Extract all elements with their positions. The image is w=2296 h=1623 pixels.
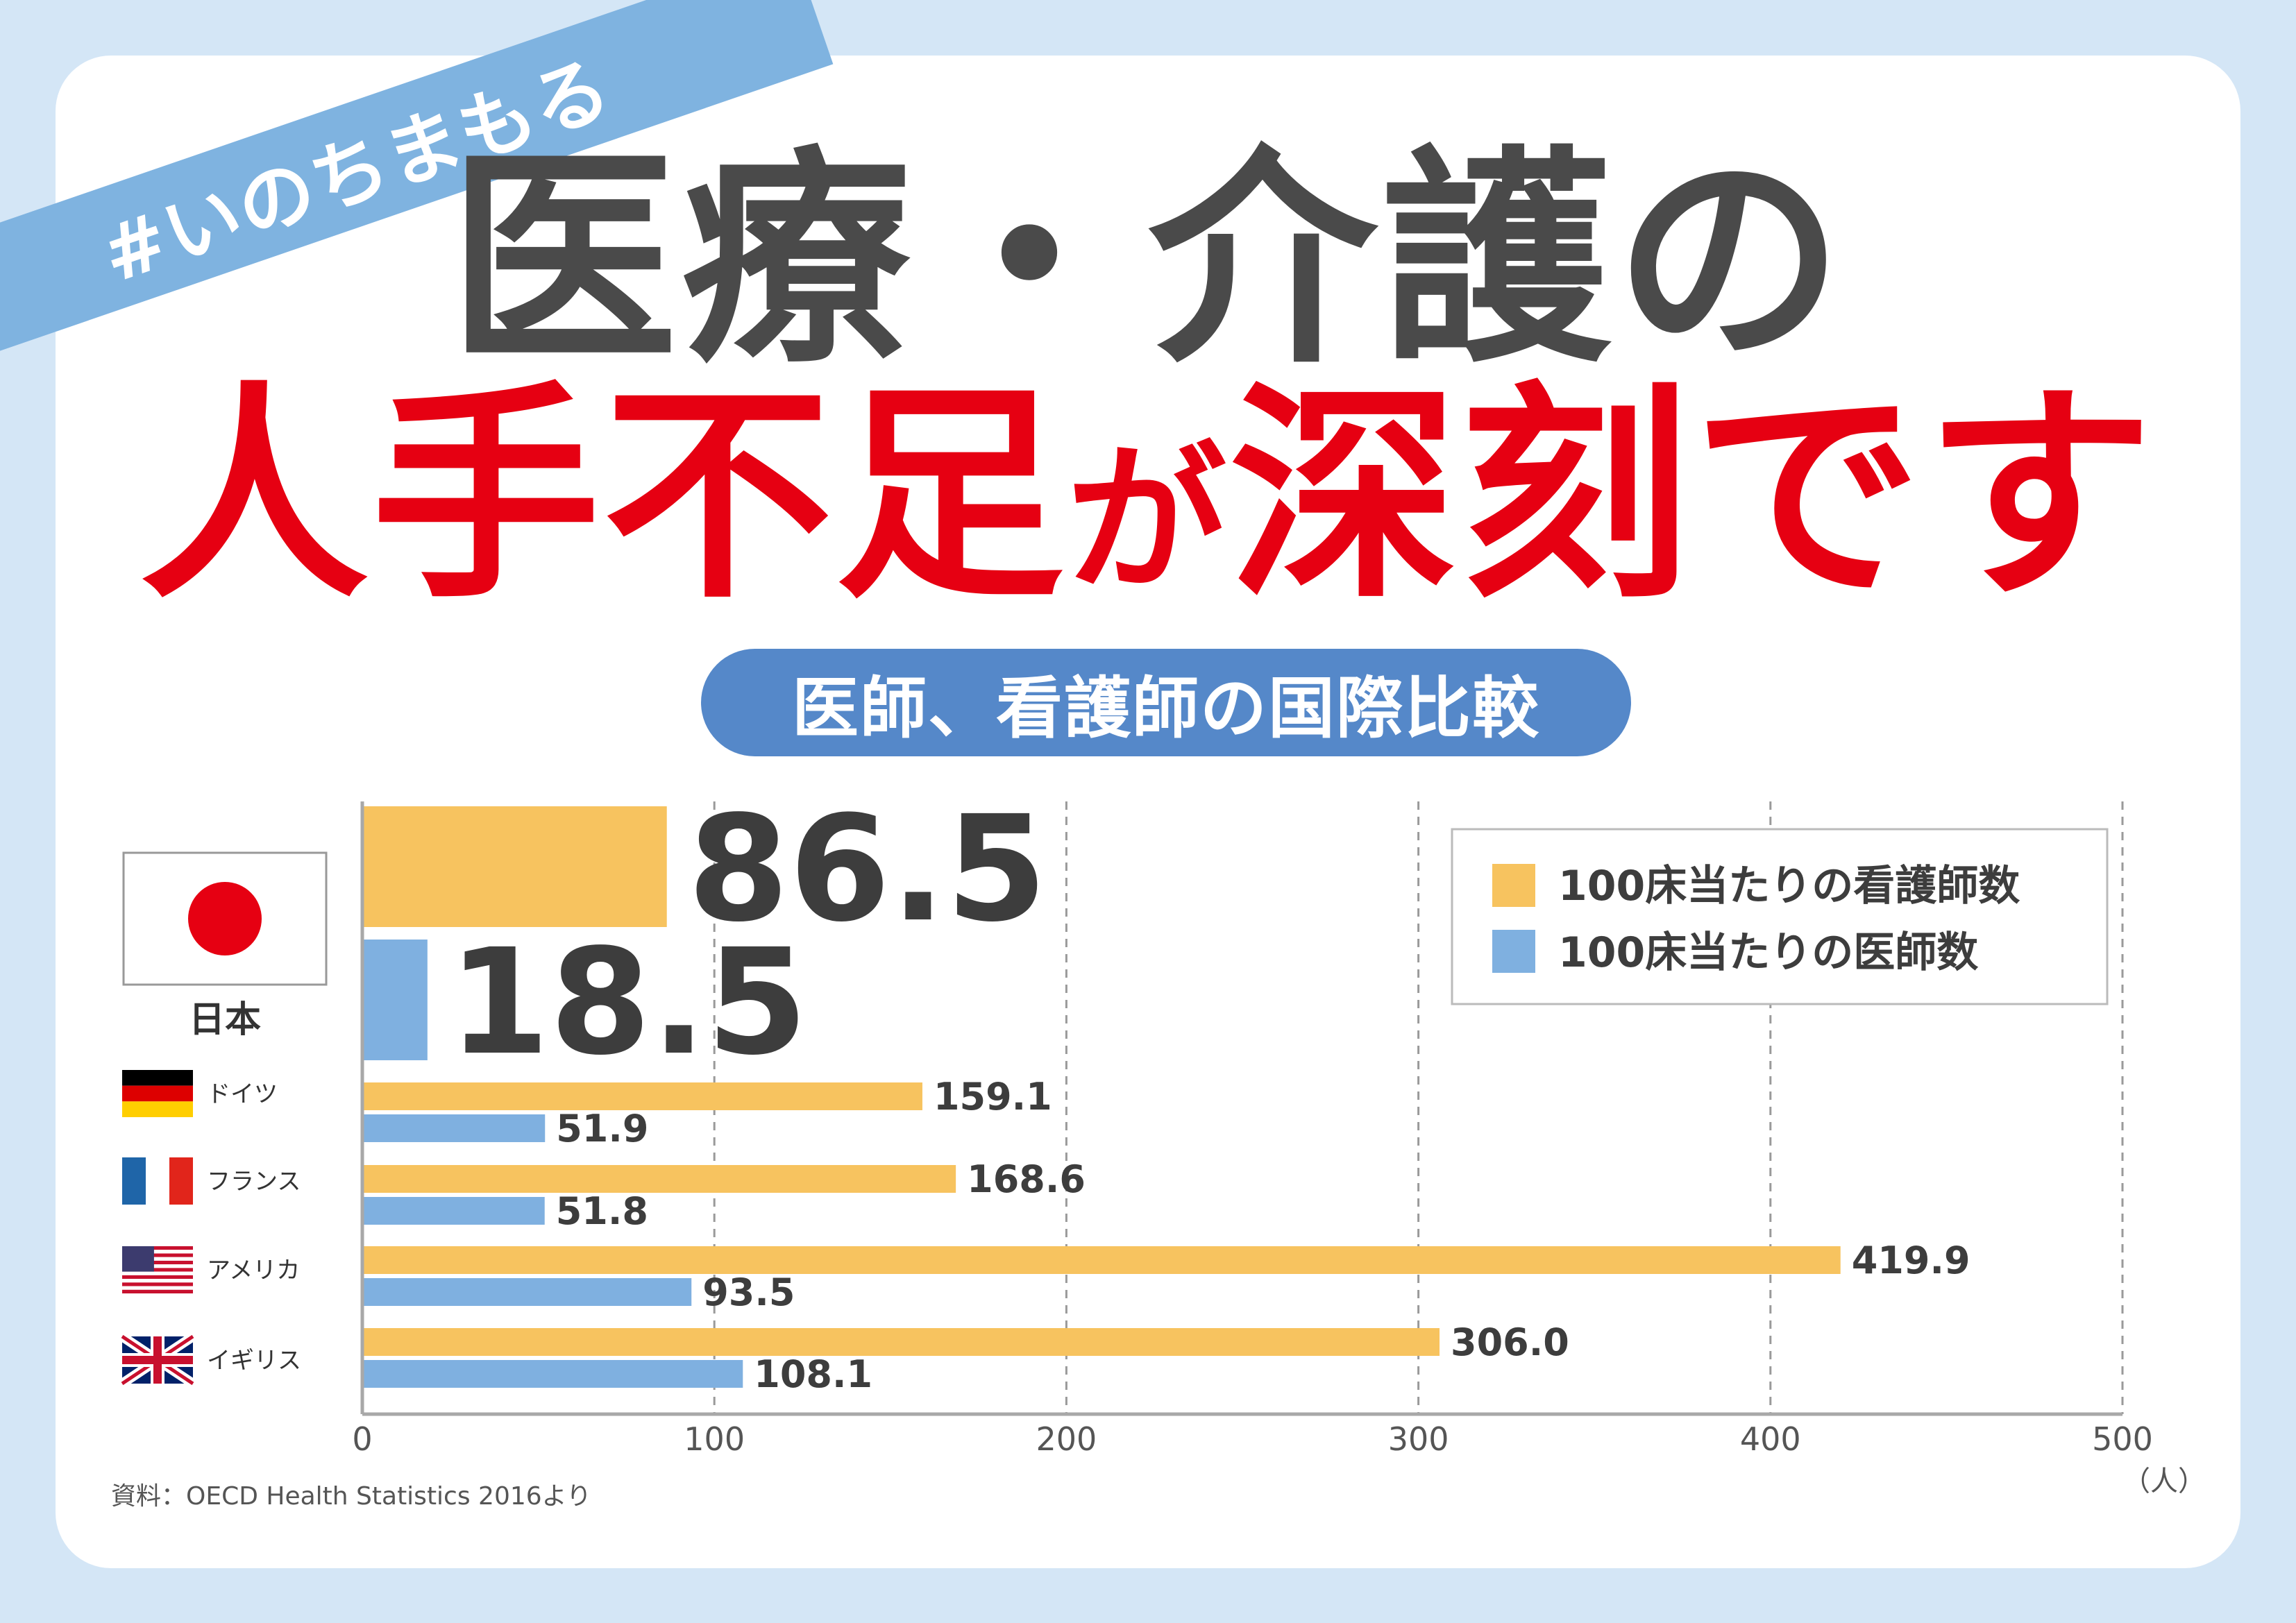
doctor-value-label: 51.8: [556, 1189, 648, 1233]
nurse-value-label: 159.1: [934, 1075, 1052, 1119]
flag-stripe: [122, 1157, 146, 1205]
doctor-value-label: 93.5: [702, 1271, 795, 1314]
flag-stripe: [122, 1101, 193, 1117]
nurse-bar: [362, 1328, 1440, 1356]
doctor-value-label: 108.1: [754, 1352, 872, 1396]
headline-line-1: 医療・介護の: [448, 127, 1848, 393]
legend-label-doctor: 100床当たりの医師数: [1558, 928, 1978, 977]
country-label: イギリス: [207, 1347, 301, 1375]
flag-stripe: [122, 1282, 193, 1286]
chart-legend: 100床当たりの看護師数 100床当たりの医師数: [1451, 828, 2109, 1005]
flag-stripe: [122, 1289, 193, 1293]
doctor-bar: [362, 1360, 743, 1388]
flag-stripe: [122, 1264, 193, 1268]
flag-stripe: [122, 1085, 193, 1102]
chart-bars: 86.518.5 159.1 51.9 168.6 51.8 419.9 93.5 306.0…: [362, 784, 1970, 1396]
country-label: ドイツ: [207, 1080, 278, 1108]
flag-stripe: [146, 1157, 169, 1205]
headline-serious: 深刻です: [1229, 363, 2156, 629]
germany-flag-icon: [122, 1070, 193, 1117]
legend-swatch-doctor: [1492, 930, 1535, 973]
doctor-bar: [362, 940, 428, 1060]
japan-flag-disc: [188, 882, 262, 955]
nurse-bar: [362, 1082, 922, 1110]
flag-stripe: [122, 1250, 193, 1254]
flag-stripe: [122, 1275, 193, 1280]
flag-stripe: [169, 1157, 193, 1205]
doctor-bar: [362, 1114, 546, 1142]
country-label: アメリカ: [207, 1257, 300, 1284]
headline-line-2: 人手不足が深刻です: [0, 361, 2296, 656]
nurse-value-label: 86.5: [688, 784, 1047, 954]
nurse-bar: [362, 1246, 1841, 1274]
flag-stripe: [122, 1246, 193, 1250]
flag-stripe: [122, 1268, 193, 1272]
flag-stripe: [122, 1260, 193, 1265]
nurse-value-label: 419.9: [1852, 1239, 1970, 1282]
usa-flag-icon: [122, 1246, 193, 1293]
uk-flag-icon: [119, 1332, 196, 1388]
doctor-bar: [362, 1278, 692, 1306]
x-tick-label: 100: [684, 1420, 745, 1458]
headline-shortage: 人手不足: [139, 363, 1067, 629]
subtitle-pill: 医師、看護師の国際比較: [701, 649, 1631, 756]
nurse-value-label: 168.6: [967, 1157, 1086, 1201]
x-tick-label: 400: [1740, 1420, 1801, 1458]
chart-axis: 0 100 200 300 400 500: [352, 801, 2153, 1458]
x-tick-label: 200: [1036, 1420, 1097, 1458]
legend-swatch-nurse: [1492, 864, 1535, 907]
flag-canton: [122, 1246, 154, 1272]
doctor-value-label: 18.5: [448, 917, 808, 1087]
flag-stripe: [122, 1271, 193, 1275]
x-tick-label: 500: [2092, 1420, 2153, 1458]
source-note: 資料：OECD Health Statistics 2016より: [111, 1482, 591, 1511]
country-label-japan: 日本: [189, 999, 261, 1041]
x-tick-label: 300: [1388, 1420, 1449, 1458]
france-flag-icon: [122, 1157, 193, 1205]
nurse-value-label: 306.0: [1451, 1320, 1569, 1364]
x-axis-unit: （人）: [2122, 1465, 2206, 1497]
flag-cross: [122, 1356, 193, 1364]
country-label: フランス: [207, 1168, 301, 1196]
doctor-value-label: 51.9: [556, 1107, 648, 1150]
subtitle-text: 医師、看護師の国際比較: [792, 670, 1540, 747]
flag-stripe: [122, 1257, 193, 1261]
legend-label-nurse: 100床当たりの看護師数: [1558, 862, 2020, 910]
x-tick-label: 0: [352, 1420, 372, 1458]
flag-stripe: [122, 1070, 193, 1086]
legend-box: [1451, 828, 2109, 1005]
flag-stripe: [122, 1286, 193, 1290]
flag-stripe: [122, 1279, 193, 1283]
doctor-bar: [362, 1197, 545, 1225]
headline-particle: が: [1066, 428, 1229, 613]
flag-stripe: [122, 1253, 193, 1257]
nurse-bar: [362, 806, 667, 927]
nurse-bar: [362, 1165, 956, 1193]
